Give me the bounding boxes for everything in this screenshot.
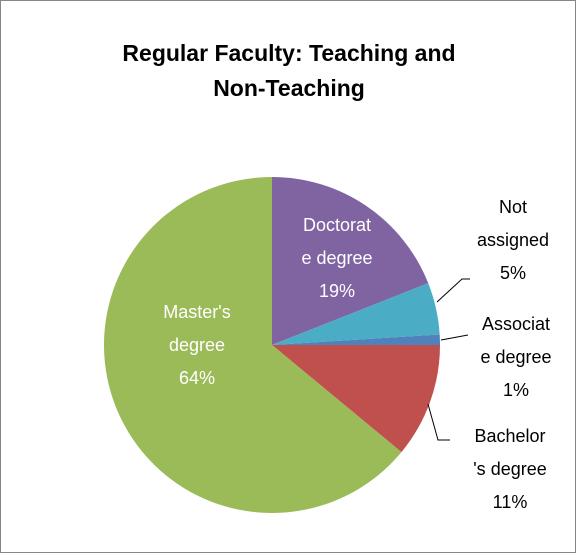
slice-label: Associat e degree bbox=[480, 314, 551, 367]
text-line: Non-Teaching bbox=[213, 75, 365, 101]
value-label: 5% bbox=[500, 263, 526, 283]
text-line: 's degree bbox=[473, 459, 547, 479]
text-line: Bachelor bbox=[474, 426, 545, 446]
pie-slice bbox=[104, 177, 402, 513]
pie-slice bbox=[272, 345, 440, 453]
slice-label: Bachelor 's degree bbox=[473, 426, 547, 479]
text-line: Regular Faculty: Teaching and bbox=[122, 40, 455, 66]
pie-slice bbox=[272, 283, 440, 345]
chart-title: Regular Faculty: Teaching and Non-Teachin… bbox=[122, 40, 455, 101]
value-label: 64% bbox=[179, 368, 215, 388]
value-label: 11% bbox=[493, 492, 528, 512]
leader-line bbox=[440, 334, 469, 341]
leader-line bbox=[436, 278, 470, 303]
text-line: degree bbox=[169, 335, 225, 355]
text-line: Associat bbox=[482, 314, 550, 334]
value-label: 1% bbox=[503, 380, 529, 400]
pie-slice bbox=[272, 177, 429, 345]
pie-slice bbox=[272, 334, 440, 345]
text-line: Master's bbox=[163, 302, 230, 322]
slice-label: Not assigned bbox=[477, 197, 549, 250]
text-line: Not bbox=[499, 197, 527, 217]
text-line: e degree bbox=[301, 248, 372, 268]
value-label: 19% bbox=[319, 281, 355, 301]
leader-line bbox=[427, 403, 450, 441]
slice-label: Master's degree bbox=[163, 302, 230, 355]
text-line: assigned bbox=[477, 230, 549, 250]
text-line: e degree bbox=[480, 347, 551, 367]
text-line: Doctorat bbox=[303, 215, 371, 235]
slice-label: Doctorat e degree bbox=[301, 215, 372, 268]
